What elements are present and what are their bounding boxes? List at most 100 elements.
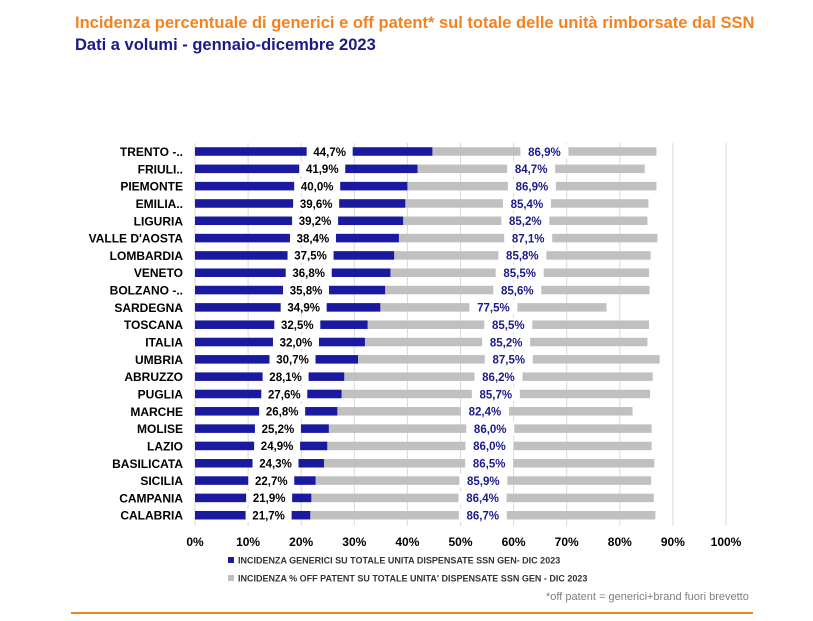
category-label: UMBRIA (135, 353, 183, 367)
offpatent-data-label: 86,9% (528, 147, 561, 159)
generici-label-box (259, 404, 306, 419)
offpatent-data-label: 86,0% (473, 441, 506, 453)
offpatent-data-label: 85,9% (467, 476, 500, 488)
offpatent-data-label: 86,5% (473, 459, 506, 471)
category-label: ITALIA (145, 336, 183, 350)
generici-data-label: 41,9% (306, 164, 339, 176)
offpatent-label-box (465, 456, 514, 471)
generici-label-box (293, 196, 340, 211)
generici-label-box (261, 386, 308, 401)
offpatent-label-box (458, 490, 507, 505)
offpatent-label-box (498, 248, 547, 263)
generici-label-box (294, 179, 341, 194)
offpatent-bar (195, 337, 648, 347)
footnote: *off patent = generici+brand fuori breve… (546, 591, 749, 603)
generici-data-label: 28,1% (269, 372, 302, 384)
generici-data-label: 25,2% (262, 424, 295, 436)
category-label: LAZIO (147, 439, 183, 453)
x-tick-label: 60% (502, 535, 526, 549)
offpatent-label-box (469, 300, 518, 315)
offpatent-bar (195, 389, 651, 399)
generici-data-label: 44,7% (313, 147, 346, 159)
offpatent-bar (195, 181, 657, 191)
offpatent-data-label: 77,5% (477, 303, 510, 315)
generici-data-label: 21,7% (252, 511, 285, 523)
category-label: PIEMONTE (120, 180, 183, 194)
category-label: MARCHE (130, 405, 183, 419)
generici-label-box (289, 231, 336, 246)
offpatent-data-label: 87,5% (493, 355, 526, 367)
offpatent-label-box (466, 421, 515, 436)
category-label: VALLE D'AOSTA (89, 232, 184, 246)
offpatent-bar (195, 372, 653, 381)
offpatent-data-label: 86,9% (516, 181, 549, 193)
generici-label-box (252, 456, 299, 471)
offpatent-data-label: 86,0% (474, 424, 507, 436)
x-tick-label: 30% (342, 535, 366, 549)
offpatent-bar (195, 199, 649, 208)
generici-data-label: 36,8% (292, 268, 325, 280)
offpatent-bar (195, 355, 660, 364)
offpatent-bar (195, 459, 655, 468)
offpatent-label-box (501, 213, 550, 228)
offpatent-label-box (458, 508, 507, 523)
generici-label-box (254, 421, 301, 436)
offpatent-bar (195, 233, 658, 243)
category-label: CALABRIA (120, 509, 183, 523)
generici-label-box (262, 369, 309, 384)
x-tick-label: 80% (608, 535, 632, 549)
generici-data-label: 27,6% (268, 389, 301, 401)
offpatent-bar (195, 268, 650, 277)
category-label: TOSCANA (124, 318, 183, 332)
offpatent-label-box (493, 283, 542, 298)
offpatent-bar (195, 407, 633, 416)
offpatent-data-label: 85,8% (506, 251, 539, 263)
generici-label-box (269, 352, 316, 367)
offpatent-label-box (507, 161, 556, 176)
offpatent-label-box (482, 335, 531, 350)
category-label: LOMBARDIA (110, 249, 184, 263)
generici-label-box (272, 335, 319, 350)
offpatent-label-box (460, 404, 509, 419)
offpatent-data-label: 85,5% (492, 320, 525, 332)
generici-data-label: 39,6% (300, 199, 333, 211)
offpatent-data-label: 85,6% (501, 285, 534, 297)
offpatent-data-label: 85,2% (509, 216, 542, 228)
generici-label-box (283, 283, 330, 298)
generici-label-box (254, 438, 301, 453)
x-tick-label: 100% (711, 535, 742, 549)
offpatent-bar (195, 285, 650, 295)
generici-data-label: 32,5% (281, 320, 314, 332)
offpatent-bar (195, 303, 607, 312)
x-tick-label: 90% (661, 535, 685, 549)
category-label: LIGURIA (134, 214, 184, 228)
offpatent-data-label: 84,7% (515, 164, 548, 176)
category-label: BASILICATA (112, 457, 183, 471)
offpatent-bar (195, 441, 652, 451)
x-tick-label: 40% (395, 535, 419, 549)
offpatent-bar (195, 164, 645, 174)
offpatent-bar (195, 476, 652, 485)
generici-data-label: 34,9% (287, 303, 320, 315)
offpatent-label-box (504, 231, 553, 246)
offpatent-bar (195, 510, 656, 520)
generici-data-label: 32,0% (280, 337, 313, 349)
generici-label-box (299, 161, 346, 176)
chart-title: Incidenza percentuale di generici e off … (75, 14, 755, 32)
generici-label-box (248, 473, 295, 488)
legend-swatch-offpatent (228, 575, 234, 581)
offpatent-data-label: 85,4% (511, 199, 544, 211)
generici-data-label: 24,3% (259, 459, 292, 471)
category-label: SARDEGNA (114, 301, 183, 315)
offpatent-bar (195, 320, 650, 329)
generici-data-label: 30,7% (276, 355, 309, 367)
offpatent-bar (195, 493, 654, 503)
x-tick-label: 0% (186, 535, 204, 549)
generici-data-label: 37,5% (294, 251, 327, 263)
category-label: CAMPANIA (119, 491, 183, 505)
legend-swatch-generici (228, 557, 234, 563)
offpatent-bar (195, 216, 648, 226)
offpatent-data-label: 86,2% (482, 372, 515, 384)
category-label: BOLZANO -.. (110, 284, 183, 298)
